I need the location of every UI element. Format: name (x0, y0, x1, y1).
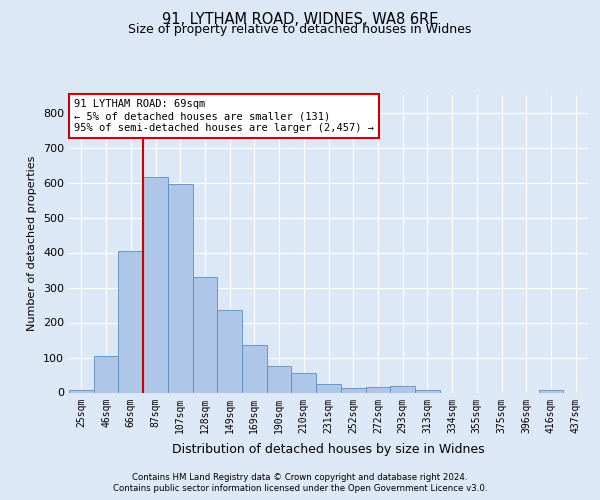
Bar (118, 251, 143, 392)
Y-axis label: Number of detached properties: Number of detached properties (28, 156, 37, 332)
Bar (341, 388, 365, 392)
Bar (267, 366, 292, 392)
Text: Size of property relative to detached houses in Widnes: Size of property relative to detached ho… (128, 24, 472, 36)
Bar (193, 277, 217, 392)
Text: 91, LYTHAM ROAD, WIDNES, WA8 6RE: 91, LYTHAM ROAD, WIDNES, WA8 6RE (162, 12, 438, 28)
Bar (217, 310, 242, 392)
Bar (539, 390, 563, 392)
Text: Contains HM Land Registry data © Crown copyright and database right 2024.: Contains HM Land Registry data © Crown c… (132, 472, 468, 482)
Text: Distribution of detached houses by size in Widnes: Distribution of detached houses by size … (172, 442, 485, 456)
Bar (415, 390, 440, 392)
Text: Contains public sector information licensed under the Open Government Licence v3: Contains public sector information licen… (113, 484, 487, 493)
Bar (316, 384, 341, 392)
Bar (94, 356, 118, 393)
Bar (143, 178, 168, 392)
Text: 91 LYTHAM ROAD: 69sqm
← 5% of detached houses are smaller (131)
95% of semi-deta: 91 LYTHAM ROAD: 69sqm ← 5% of detached h… (74, 100, 374, 132)
Bar (365, 386, 390, 392)
Bar (69, 390, 94, 392)
Bar (390, 386, 415, 392)
Bar (242, 344, 267, 393)
Bar (168, 184, 193, 392)
Bar (292, 373, 316, 392)
